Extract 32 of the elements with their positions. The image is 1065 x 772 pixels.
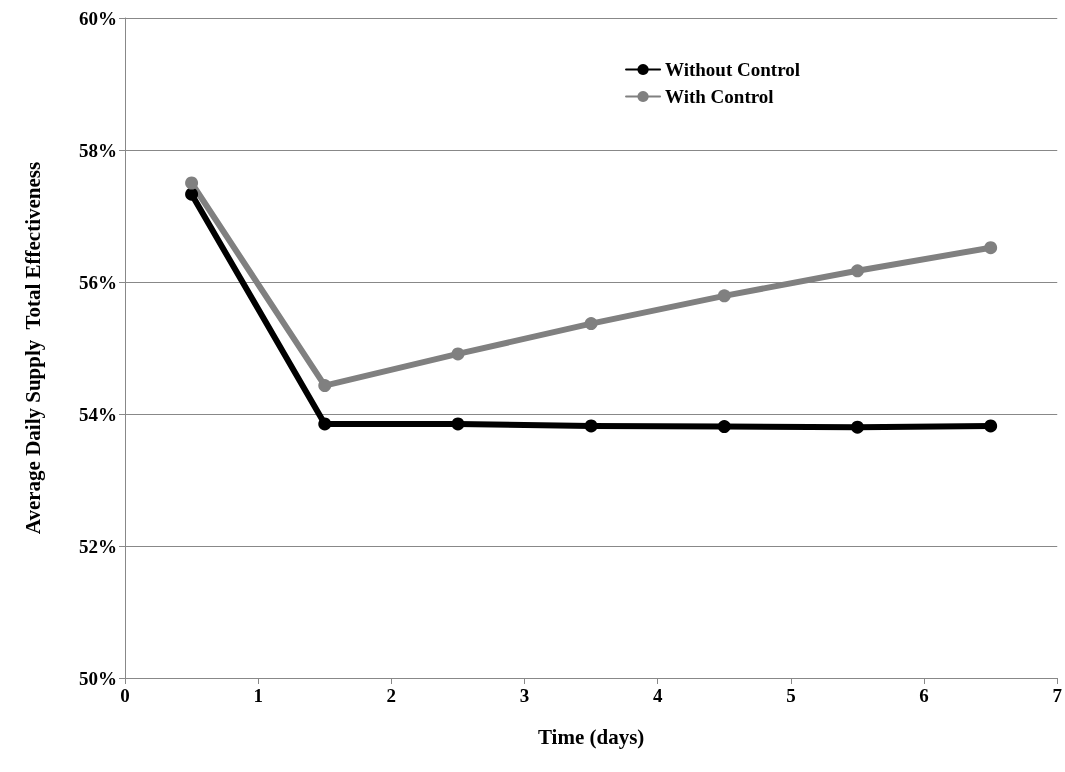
point: [984, 419, 998, 433]
x-tick-label: 1: [253, 685, 263, 706]
x-axis-title: Time (days): [537, 724, 645, 749]
point: [584, 317, 598, 331]
point: [584, 419, 598, 433]
point: [318, 417, 332, 431]
x-tick-label: 4: [652, 685, 663, 706]
point: [451, 417, 465, 431]
y-tick-label: 52%: [79, 535, 117, 557]
x-tick-label: 0: [120, 685, 130, 706]
point: [984, 241, 998, 255]
x-tick-label: 3: [519, 685, 530, 706]
x-tick-label: 2: [386, 685, 397, 706]
x-tick-label: 5: [786, 685, 796, 706]
point: [717, 289, 731, 303]
point: [318, 379, 332, 393]
y-tick-label: 58%: [79, 139, 117, 161]
y-tick-label: 50%: [79, 667, 117, 689]
legend-label: With Control: [665, 86, 774, 107]
point: [451, 347, 465, 361]
y-tick-label: 60%: [79, 7, 117, 29]
x-tick-label: 7: [1052, 685, 1063, 706]
point: [185, 176, 199, 190]
y-tick-label: 54%: [79, 403, 117, 425]
legend-label: Without Control: [665, 59, 801, 80]
point: [851, 264, 864, 278]
point: [851, 420, 864, 434]
point: [717, 420, 731, 434]
point: [185, 187, 199, 201]
y-tick-label: 56%: [79, 271, 117, 293]
x-tick-label: 6: [919, 685, 929, 706]
y-axis-title: Average Daily Supply Total Effectiveness: [20, 161, 45, 535]
